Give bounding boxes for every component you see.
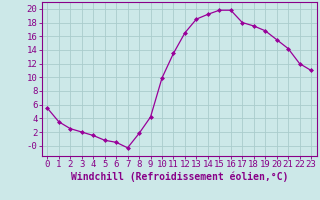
X-axis label: Windchill (Refroidissement éolien,°C): Windchill (Refroidissement éolien,°C): [70, 172, 288, 182]
